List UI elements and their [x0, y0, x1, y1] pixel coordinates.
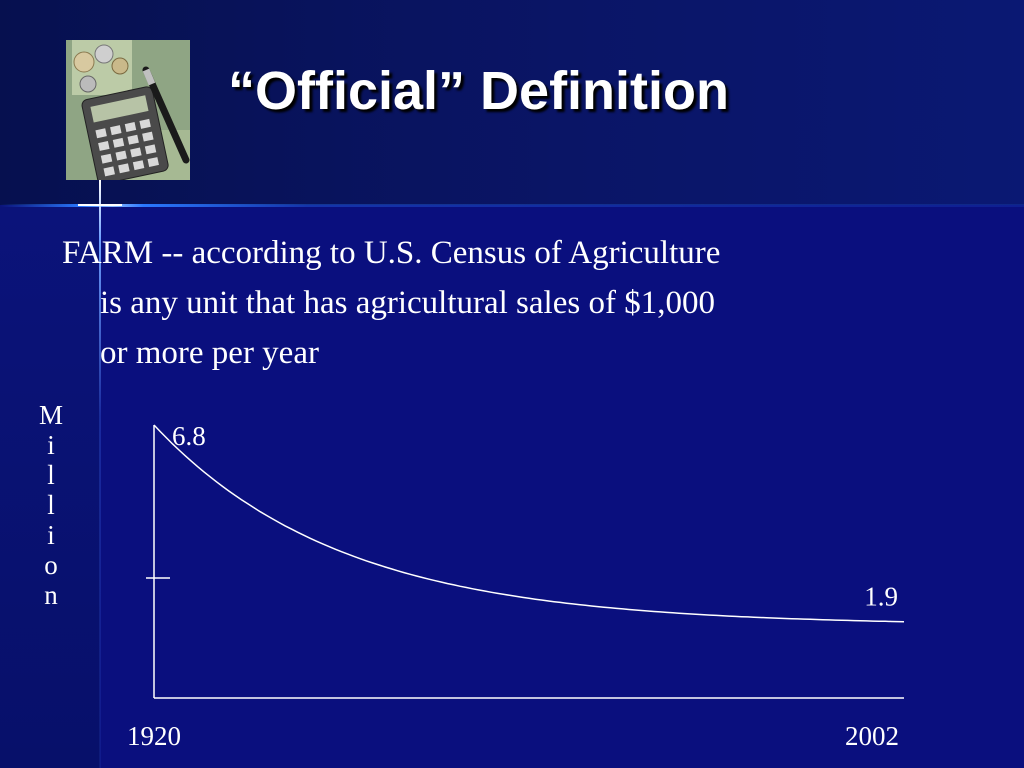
definition-line: is any unit that has agricultural sales … — [100, 285, 715, 321]
main-area — [100, 205, 1024, 768]
y-axis-label-letter: o — [44, 550, 58, 580]
definition-line: FARM -- according to U.S. Census of Agri… — [62, 235, 721, 271]
cross-mark — [78, 204, 122, 206]
slide-title: “Official” Definition — [228, 61, 730, 121]
y-axis-label-letter: M — [38, 400, 63, 430]
data-label: 6.8 — [172, 421, 206, 451]
data-label: 1.9 — [864, 582, 898, 612]
y-axis-label-letter: i — [47, 520, 55, 550]
calculator-icon — [66, 40, 190, 180]
definition-text: FARM -- according to U.S. Census of Agri… — [62, 228, 962, 378]
x-tick-label: 2002 — [845, 721, 899, 751]
calculator-money-photo — [66, 40, 190, 180]
y-axis-label-letter: l — [47, 490, 55, 520]
y-axis-label-letter: i — [47, 430, 55, 460]
y-axis-label-letter: l — [47, 460, 55, 490]
vertical-rule — [99, 180, 101, 768]
y-axis-label-letter: n — [44, 580, 58, 610]
x-tick-label: 1920 — [127, 721, 181, 751]
left-strip — [0, 205, 100, 768]
horizontal-rule — [0, 204, 1024, 207]
definition-line: or more per year — [100, 335, 319, 371]
series-line — [153, 424, 905, 623]
